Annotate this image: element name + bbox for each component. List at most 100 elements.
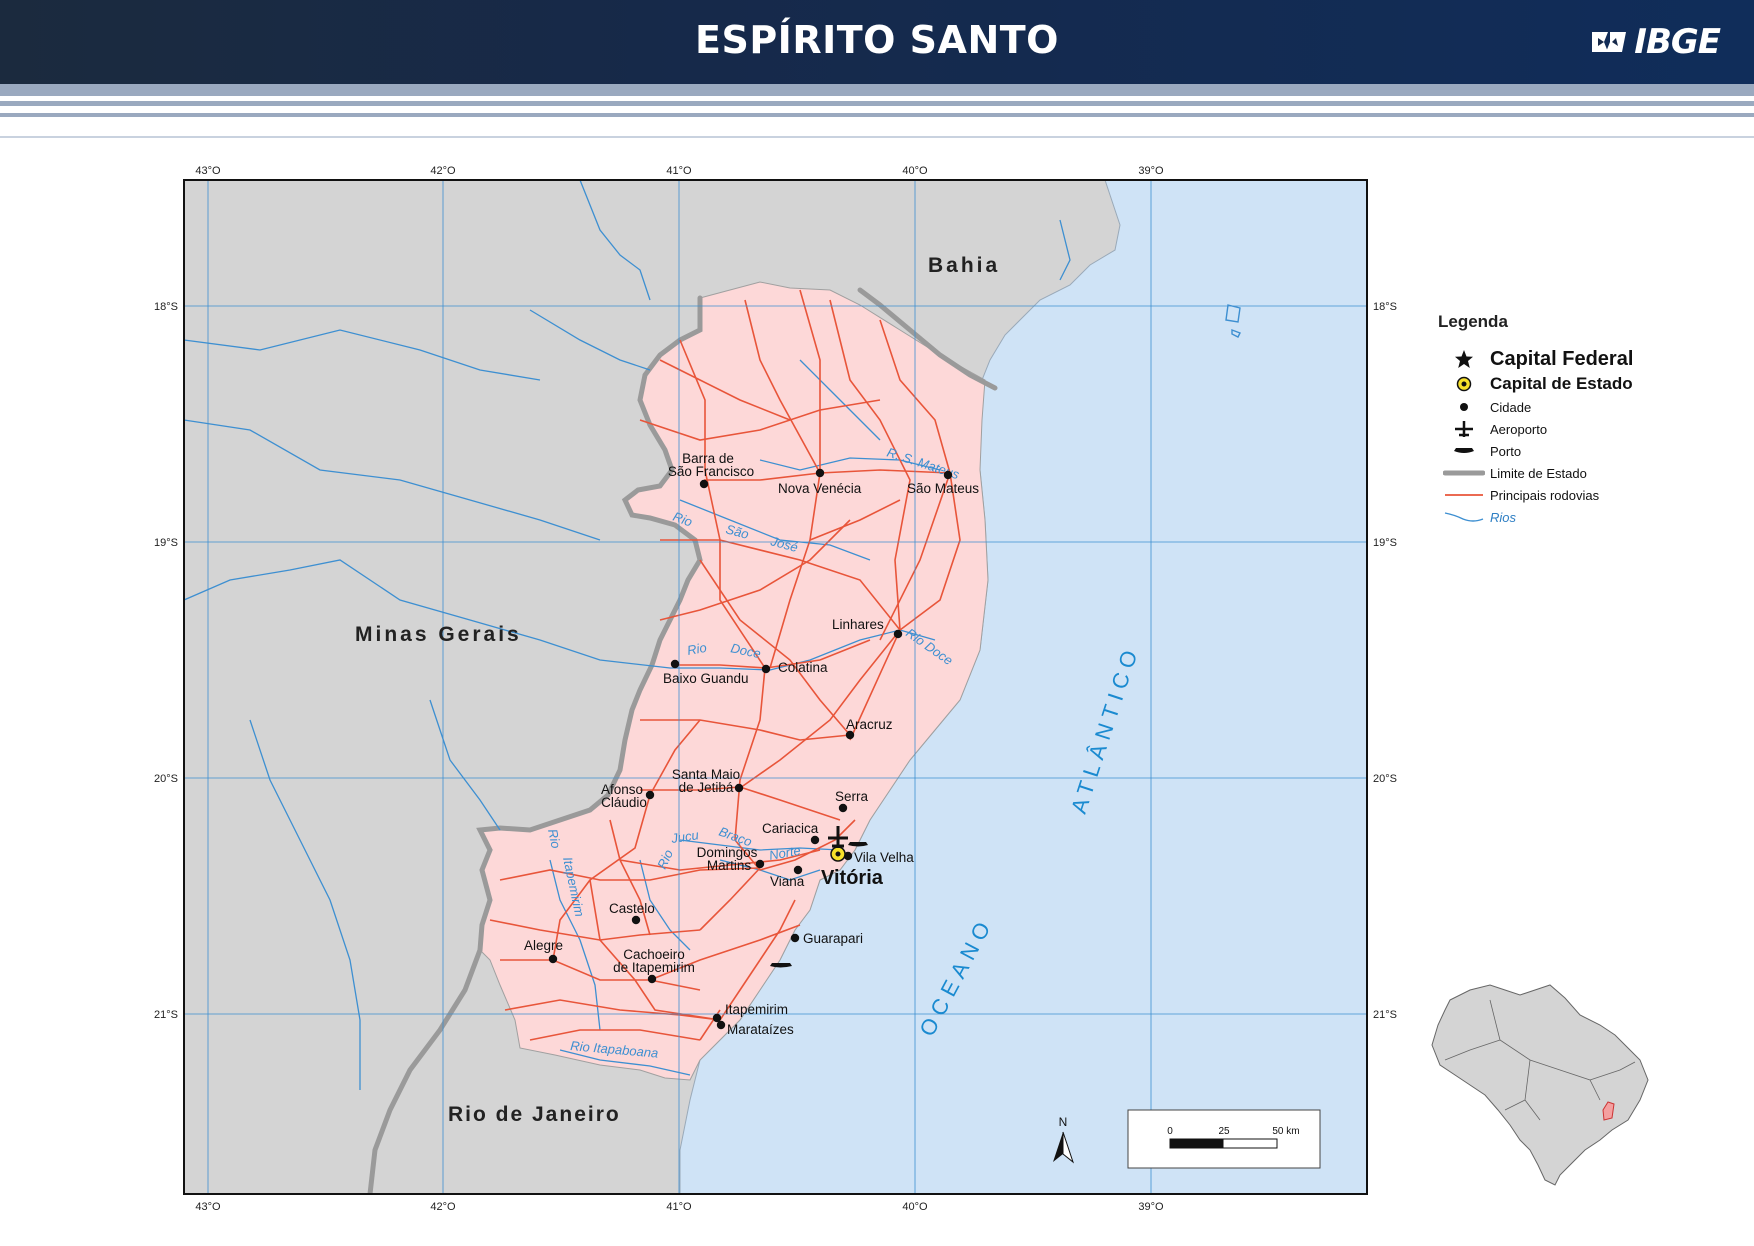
- lon-label-bottom: 41°O: [666, 1201, 692, 1213]
- state-limit-icon: [1438, 468, 1490, 478]
- city-label: São Mateus: [907, 481, 979, 496]
- city-label: Aracruz: [846, 717, 893, 732]
- lon-label-top: 39°O: [1138, 165, 1164, 177]
- legend-title: Legenda: [1438, 312, 1508, 331]
- city-dot[interactable]: [645, 790, 655, 800]
- lat-label-right: 20°S: [1373, 773, 1397, 785]
- road-icon: [1438, 490, 1490, 500]
- lat-label-left: 20°S: [154, 773, 178, 785]
- legend-item-rios: Rios: [1438, 506, 1738, 528]
- city-dot[interactable]: [810, 835, 820, 845]
- port-icon: [848, 842, 868, 847]
- lat-label-right: 19°S: [1373, 537, 1397, 549]
- city-label: Domingos: [697, 845, 758, 860]
- city-dot[interactable]: [734, 783, 744, 793]
- city-label: Colatina: [778, 660, 828, 675]
- legend-item-porto: Porto: [1438, 440, 1738, 462]
- city-dot[interactable]: [843, 851, 853, 861]
- island: [1231, 328, 1241, 338]
- header-stripe: [0, 84, 1754, 96]
- river-label: Rio: [686, 640, 708, 658]
- city-label: Afonso: [601, 782, 643, 797]
- rivers: [184, 180, 1071, 1090]
- island: [1225, 304, 1241, 323]
- river-label: Jucu: [669, 827, 699, 846]
- lat-label-left: 21°S: [154, 1009, 178, 1021]
- legend-item-limite: Limite de Estado: [1438, 462, 1738, 484]
- city-label: de Jetibá: [679, 780, 734, 795]
- port-icon: [1438, 445, 1490, 457]
- river-label: Rio: [671, 509, 694, 530]
- city-dot[interactable]: [699, 479, 709, 489]
- city-label: Nova Venécia: [778, 481, 862, 496]
- city-label: Barra de: [682, 451, 734, 466]
- city-label: Cachoeiro: [623, 947, 685, 962]
- page-title: ESPÍRITO SANTO: [695, 18, 1059, 62]
- lat-label-left: 19°S: [154, 537, 178, 549]
- legend-label: Capital de Estado: [1490, 374, 1633, 393]
- city-label: Guarapari: [803, 931, 863, 946]
- region-label-bahia: Bahia: [928, 254, 1000, 277]
- city-dot[interactable]: [670, 659, 680, 669]
- city-dot[interactable]: [815, 468, 825, 478]
- city-dot[interactable]: [631, 915, 641, 925]
- city-label: Castelo: [609, 901, 655, 916]
- lon-label-bottom: 40°O: [902, 1201, 928, 1213]
- lon-label-top: 42°O: [430, 165, 456, 177]
- city-dot[interactable]: [716, 1020, 726, 1030]
- legend-item-cidade: Cidade: [1438, 396, 1738, 418]
- city-label: São Francisco: [668, 464, 754, 479]
- city-dot[interactable]: [755, 859, 765, 869]
- city-dot-icon: [1438, 401, 1490, 413]
- city-label: Linhares: [832, 617, 884, 632]
- capital-icon: [1438, 375, 1490, 393]
- city-label: Vila Velha: [854, 850, 914, 865]
- region-label-minas: Minas Gerais: [355, 623, 522, 646]
- map-frame: [183, 179, 1368, 1195]
- legend-label: Porto: [1490, 443, 1522, 459]
- river-label: Rio: [654, 847, 676, 871]
- scale-label: 0: [1167, 1126, 1173, 1137]
- city-dot[interactable]: [548, 954, 558, 964]
- region-label-rio: Rio de Janeiro: [448, 1103, 621, 1126]
- scale-bar: 0 25 50 km: [1127, 1109, 1321, 1169]
- city-label: Serra: [835, 789, 869, 804]
- capital-label: Vitória: [821, 867, 884, 889]
- legend-label: Principais rodovias: [1490, 487, 1600, 503]
- star-icon: [1438, 348, 1490, 370]
- header-stripe: [0, 136, 1754, 138]
- city-dot[interactable]: [893, 629, 903, 639]
- scale-label: 25: [1218, 1126, 1230, 1137]
- graticule: [184, 180, 1367, 1194]
- region-labels: Bahia Minas Gerais Rio de Janeiro: [355, 254, 1000, 1126]
- city-labels: Barra de São Francisco Nova Venécia São …: [524, 451, 979, 1037]
- city-label: Cláudio: [601, 795, 647, 810]
- lat-label-right: 21°S: [1373, 1009, 1397, 1021]
- ibge-logo: IBGE: [1588, 22, 1721, 62]
- legend-item-aeroporto: Aeroporto: [1438, 418, 1738, 440]
- city-dot[interactable]: [845, 730, 855, 740]
- legend-item-rodovias: Principais rodovias: [1438, 484, 1738, 506]
- city-dot[interactable]: [761, 664, 771, 674]
- river-label: Norte: [768, 843, 802, 863]
- city-dot[interactable]: [793, 865, 803, 875]
- city-dot[interactable]: [943, 470, 953, 480]
- city-label: de Itapemirim: [613, 960, 695, 975]
- city-dot[interactable]: [790, 933, 800, 943]
- river-label: São: [724, 521, 750, 541]
- logo-text: IBGE: [1634, 22, 1721, 62]
- lon-label-bottom: 39°O: [1138, 1201, 1164, 1213]
- river-label: José: [768, 533, 799, 555]
- city-dot[interactable]: [647, 974, 657, 984]
- lon-label-top: 40°O: [902, 165, 928, 177]
- city-label: Santa Maio: [672, 767, 740, 782]
- city-label: Alegre: [524, 938, 563, 953]
- river-label: Doce: [729, 640, 762, 661]
- city-dot[interactable]: [712, 1013, 722, 1023]
- airport-icon: [828, 826, 848, 848]
- city-dot[interactable]: [838, 803, 848, 813]
- inset-brazil-map: [1431, 984, 1649, 1186]
- north-arrow: N: [1053, 1115, 1075, 1164]
